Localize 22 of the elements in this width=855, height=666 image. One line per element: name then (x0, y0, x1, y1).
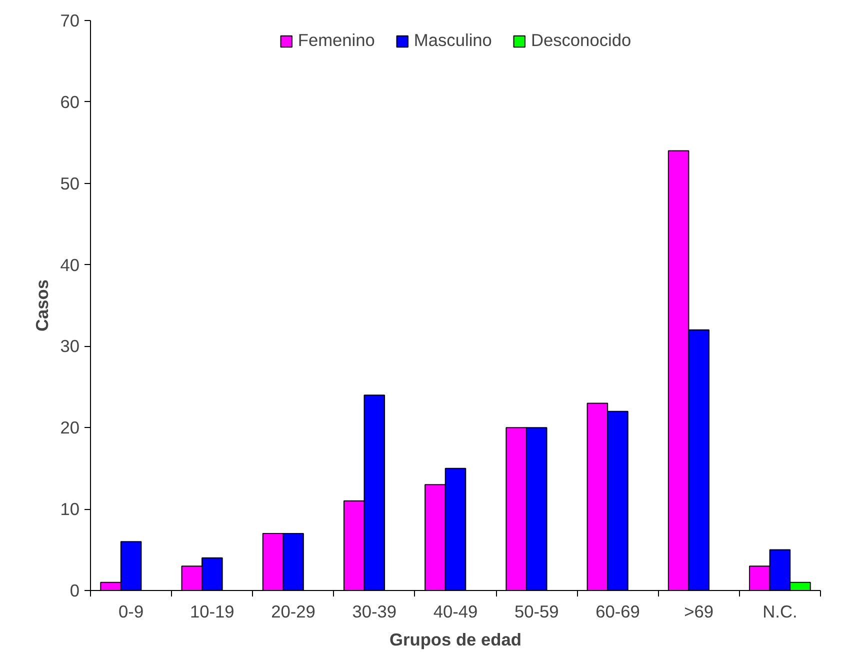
y-tick-label: 70 (60, 10, 80, 30)
y-tick-label: 40 (60, 254, 80, 275)
y-tick-label: 0 (70, 580, 80, 600)
x-tick-label: 20-29 (271, 602, 316, 622)
y-tick-label: 20 (60, 418, 80, 438)
y-tick-label: 30 (60, 336, 80, 356)
legend-label: Femenino (298, 30, 375, 51)
x-tick-label: 30-39 (352, 602, 397, 622)
x-tick-label: 10-19 (190, 602, 234, 622)
legend-label: Desconocido (530, 30, 632, 51)
x-tick-label: 50-59 (514, 602, 559, 622)
y-tick-label: 60 (60, 92, 80, 112)
y-tick-label: 50 (60, 173, 80, 194)
x-tick-label: 60-69 (596, 602, 640, 622)
y-tick-label: 10 (60, 499, 80, 520)
x-axis-title: Grupos de edad (390, 630, 522, 650)
x-tick-label: N.C. (762, 602, 798, 622)
legend-label: Masculino (414, 30, 492, 51)
x-tick-label: >69 (684, 602, 714, 622)
y-axis-title: Casos (32, 279, 52, 332)
x-tick-label: 40-49 (433, 602, 478, 622)
x-tick-label: 0-9 (118, 602, 144, 622)
